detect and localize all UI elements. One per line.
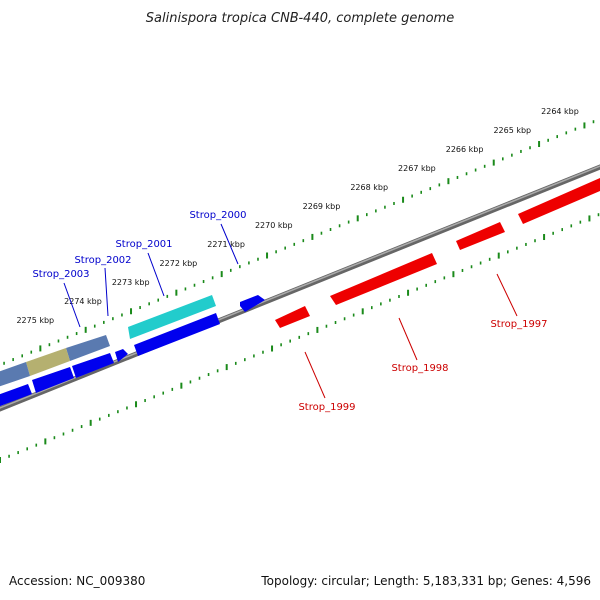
map-title: Salinispora tropica CNB-440, complete ge… [146, 11, 454, 26]
scale-label-1: 2265 kbp [493, 126, 531, 135]
gene-arrow-strop-2002[interactable] [115, 349, 128, 362]
gene-arrow-strop-1997-b[interactable] [518, 178, 600, 224]
reverse-track [275, 178, 600, 328]
scale-label-9: 2273 kbp [112, 278, 150, 287]
gene-arrow-strop-1998[interactable] [330, 253, 437, 305]
gene-arrow-strop-1997-a[interactable] [456, 222, 505, 250]
gene-label-strop-2003[interactable]: Strop_2003 [32, 269, 89, 280]
gene-segment-steel [0, 362, 30, 387]
gene-labels: Strop_2000 Strop_2001 Strop_2002 Strop_2… [32, 210, 547, 413]
scale-label-11: 2275 kbp [16, 316, 54, 325]
label-leaders [63, 223, 518, 399]
scale-labels: 2264 kbp 2265 kbp 2266 kbp 2267 kbp 2268 kbp… [16, 107, 578, 325]
scale-label-5: 2269 kbp [303, 202, 341, 211]
outer-scale-ticks [3, 120, 595, 365]
scale-label-2: 2266 kbp [446, 145, 484, 154]
gene-label-strop-1999[interactable]: Strop_1999 [298, 402, 355, 413]
gene-label-strop-2001[interactable]: Strop_2001 [115, 239, 172, 250]
gene-arrow-strop-2003[interactable] [32, 367, 74, 393]
gene-arrow-strop-2002-block[interactable] [72, 353, 114, 378]
gene-arrow-strop-2001-highlight[interactable] [128, 295, 216, 339]
scale-label-6: 2270 kbp [255, 221, 293, 230]
gene-label-strop-1997[interactable]: Strop_1997 [490, 319, 547, 330]
scale-label-3: 2267 kbp [398, 164, 436, 173]
scale-label-0: 2264 kbp [541, 107, 579, 116]
gene-segment-blue [66, 335, 110, 361]
gene-arrow-strop-2004[interactable] [0, 384, 32, 408]
topology-text: Topology: circular; Length: 5,183,331 bp… [260, 574, 591, 588]
scale-label-8: 2272 kbp [160, 259, 198, 268]
forward-track [0, 295, 265, 408]
inner-scale-ticks [0, 213, 600, 463]
scale-label-7: 2271 kbp [207, 240, 245, 249]
gene-label-strop-2002[interactable]: Strop_2002 [74, 255, 131, 266]
gene-arrow-strop-1999[interactable] [275, 306, 310, 328]
gene-arrow-strop-2000[interactable] [240, 295, 265, 312]
gene-label-strop-2000[interactable]: Strop_2000 [189, 210, 246, 221]
gene-segment-olive [26, 348, 70, 376]
gene-arrow-strop-2001[interactable] [134, 313, 220, 356]
gene-label-strop-1998[interactable]: Strop_1998 [391, 363, 448, 374]
scale-label-10: 2274 kbp [64, 297, 102, 306]
accession-text: Accession: NC_009380 [9, 574, 145, 588]
scale-label-4: 2268 kbp [350, 183, 388, 192]
genome-backbone [0, 164, 600, 412]
